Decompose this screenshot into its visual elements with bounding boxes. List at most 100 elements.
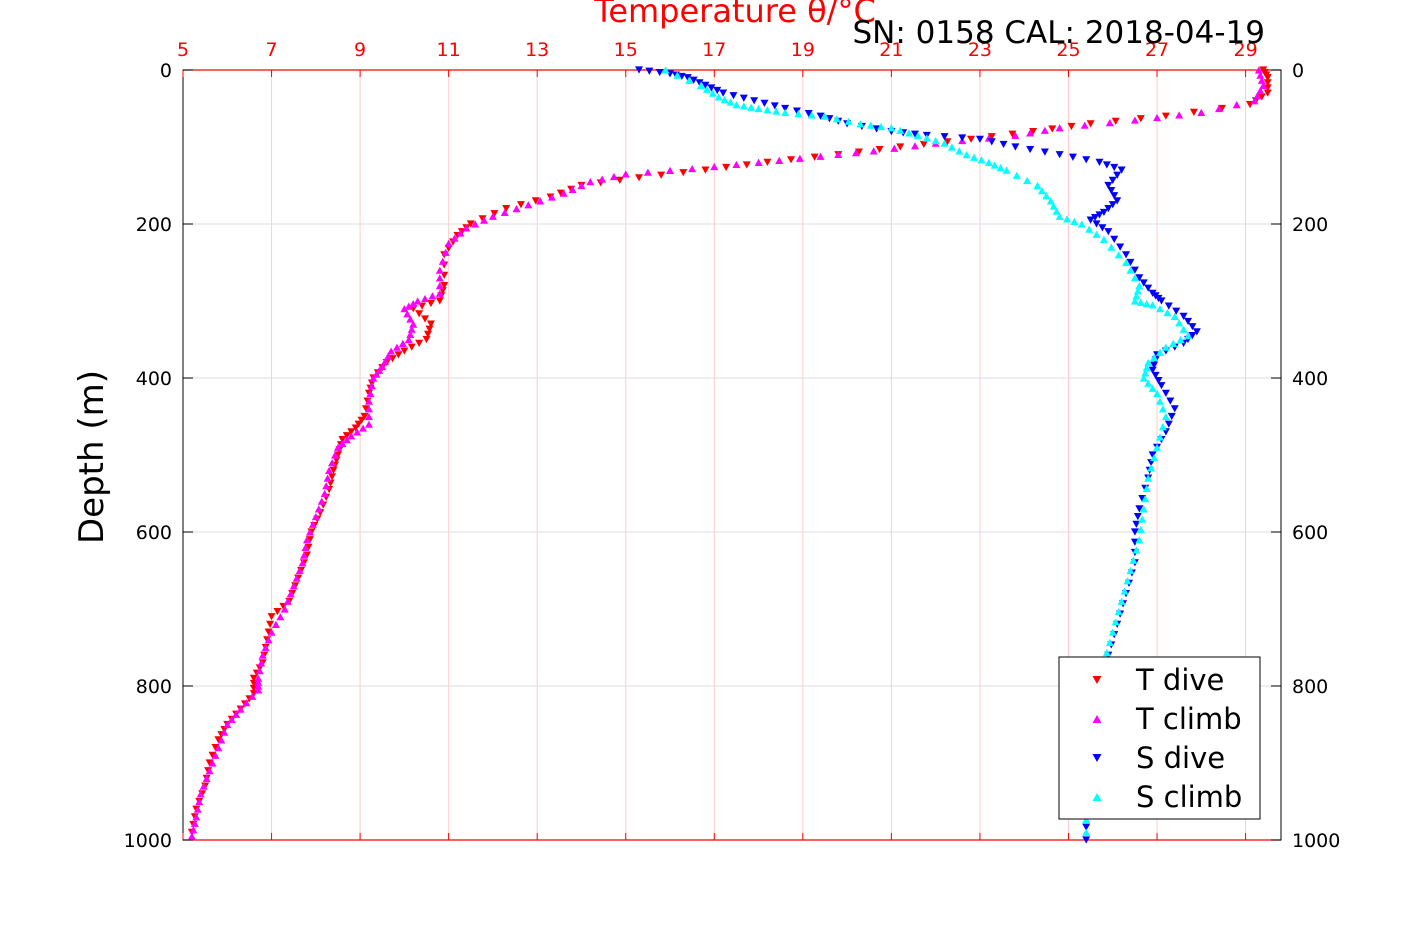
- data-point: [1011, 131, 1020, 140]
- data-point: [208, 759, 217, 767]
- data-point: [516, 201, 525, 209]
- data-point: [1263, 84, 1272, 92]
- data-point: [342, 432, 351, 440]
- data-point: [792, 107, 801, 115]
- data-point: [462, 224, 471, 232]
- data-point: [220, 728, 229, 736]
- data-point: [248, 692, 257, 700]
- data-point: [1170, 405, 1179, 413]
- data-point: [490, 210, 499, 218]
- x-tick-label: 21: [879, 39, 903, 61]
- x-tick-label: 15: [614, 39, 638, 61]
- data-point: [283, 597, 292, 605]
- y-tick-label-left: 1000: [124, 830, 172, 852]
- x-tick-label: 23: [968, 39, 992, 61]
- data-point: [1048, 125, 1057, 133]
- data-point: [1136, 115, 1145, 123]
- data-point: [987, 133, 996, 141]
- data-point: [1102, 161, 1111, 169]
- data-point: [807, 111, 816, 119]
- data-point: [1179, 312, 1188, 320]
- data-point: [1082, 828, 1091, 836]
- data-point: [1098, 224, 1107, 232]
- data-point: [1042, 192, 1051, 200]
- data-point: [697, 81, 706, 89]
- data-point: [422, 335, 431, 344]
- data-point: [810, 153, 819, 161]
- data-point: [536, 197, 545, 205]
- data-point: [1144, 379, 1153, 387]
- data-point: [264, 636, 273, 644]
- data-point: [1055, 124, 1064, 132]
- data-point: [834, 150, 843, 159]
- data-point: [1105, 119, 1114, 127]
- data-point: [621, 170, 630, 178]
- data-point: [311, 513, 320, 521]
- data-point: [413, 297, 422, 305]
- data-point: [1161, 389, 1170, 397]
- data-point: [360, 412, 369, 421]
- data-point: [364, 420, 373, 428]
- data-point: [1012, 171, 1021, 179]
- y-tick-label-right: 200: [1292, 214, 1328, 236]
- x-tick-label: 17: [702, 39, 726, 61]
- data-point: [195, 797, 204, 806]
- data-point: [187, 832, 196, 840]
- data-point: [1254, 66, 1263, 74]
- data-point: [1011, 143, 1020, 151]
- data-point: [911, 142, 919, 150]
- data-point: [795, 154, 804, 162]
- data-point: [955, 147, 964, 155]
- data-point: [1148, 301, 1157, 309]
- data-point: [242, 699, 251, 707]
- data-point: [347, 428, 356, 436]
- data-point: [512, 205, 521, 213]
- data-point: [947, 143, 956, 151]
- data-point: [1046, 197, 1055, 205]
- data-point: [770, 102, 779, 110]
- data-point: [478, 215, 487, 223]
- data-point: [1107, 187, 1116, 195]
- data-point: [1161, 343, 1170, 351]
- y-tick-label-right: 0: [1292, 60, 1304, 82]
- data-point: [701, 81, 710, 89]
- data-point: [1126, 266, 1135, 274]
- data-point: [1029, 128, 1038, 136]
- data-point: [1164, 420, 1173, 428]
- data-point: [196, 790, 205, 798]
- data-point: [227, 715, 236, 723]
- data-point: [984, 158, 993, 166]
- x-tick-label: 7: [266, 39, 278, 61]
- data-point: [1110, 192, 1119, 200]
- data-point: [1153, 389, 1162, 397]
- data-point: [1139, 505, 1148, 513]
- data-point: [214, 744, 223, 752]
- data-point: [1154, 376, 1163, 385]
- data-point: [772, 107, 781, 115]
- data-point: [398, 339, 407, 347]
- data-point: [1164, 302, 1173, 310]
- data-point: [322, 482, 331, 490]
- data-point: [1153, 443, 1162, 451]
- data-point: [1026, 129, 1035, 137]
- data-point: [400, 347, 409, 355]
- data-point: [1095, 211, 1104, 219]
- data-point: [1116, 243, 1125, 251]
- data-point: [403, 310, 412, 318]
- data-point: [255, 667, 264, 675]
- data-point: [1184, 332, 1193, 340]
- data-point: [1049, 202, 1058, 210]
- data-point: [357, 416, 366, 424]
- data-point: [598, 175, 607, 183]
- data-point: [1082, 836, 1091, 844]
- data-point: [305, 528, 314, 536]
- data-point: [750, 97, 759, 105]
- data-point: [1123, 577, 1132, 585]
- data-point: [333, 443, 342, 451]
- data-point: [1132, 546, 1141, 554]
- y-tick-label-left: 600: [136, 522, 172, 544]
- data-point: [300, 551, 309, 559]
- data-point: [643, 168, 652, 176]
- data-point: [781, 104, 790, 113]
